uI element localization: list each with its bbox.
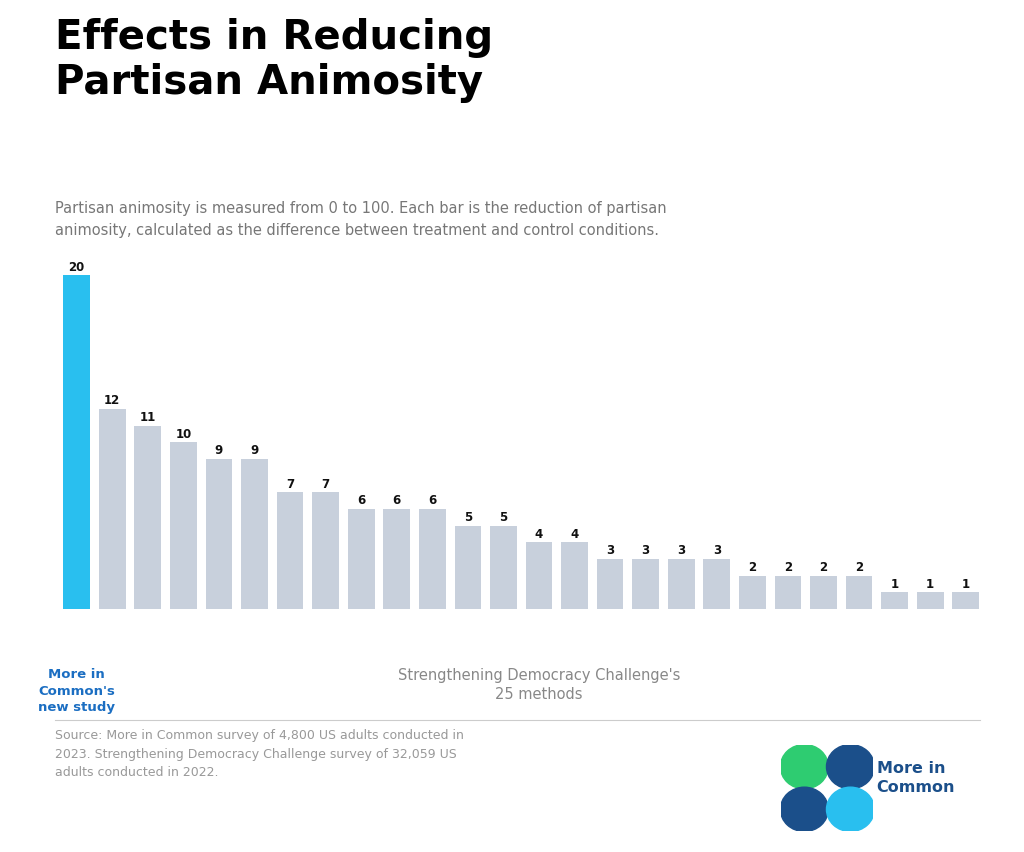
Bar <box>490 526 517 609</box>
Bar <box>703 559 730 609</box>
Text: 5: 5 <box>500 510 508 523</box>
Bar <box>846 576 872 609</box>
Bar <box>63 276 90 609</box>
Text: 2: 2 <box>749 561 757 573</box>
Text: 2: 2 <box>855 561 863 573</box>
Bar <box>276 492 303 609</box>
Text: Partisan animosity is measured from 0 to 100. Each bar is the reduction of parti: Partisan animosity is measured from 0 to… <box>55 201 667 238</box>
Bar <box>810 576 837 609</box>
Bar <box>597 559 624 609</box>
Bar <box>206 459 232 609</box>
Text: 10: 10 <box>175 427 191 440</box>
Text: 9: 9 <box>250 444 259 457</box>
Bar <box>383 509 410 609</box>
Bar <box>241 459 268 609</box>
Text: 3: 3 <box>642 544 650 556</box>
Text: 2: 2 <box>784 561 792 573</box>
Text: Effects in Reducing: Effects in Reducing <box>55 18 494 58</box>
Circle shape <box>780 745 828 789</box>
Bar <box>774 576 802 609</box>
Text: 5: 5 <box>464 510 472 523</box>
Bar <box>739 576 766 609</box>
Bar <box>952 592 979 609</box>
Bar <box>561 543 588 609</box>
Bar <box>455 526 481 609</box>
Text: 3: 3 <box>677 544 685 556</box>
Bar <box>348 509 375 609</box>
Text: 7: 7 <box>286 477 294 490</box>
Text: 1: 1 <box>926 577 934 590</box>
Text: 11: 11 <box>139 411 156 423</box>
Text: 12: 12 <box>104 394 121 407</box>
Bar <box>633 559 659 609</box>
Text: More in
Common's
new study: More in Common's new study <box>38 667 115 713</box>
Text: Source: More in Common survey of 4,800 US adults conducted in
2023. Strengthenin: Source: More in Common survey of 4,800 U… <box>55 728 464 779</box>
Text: 3: 3 <box>606 544 614 556</box>
Bar <box>916 592 943 609</box>
Bar <box>882 592 908 609</box>
Circle shape <box>826 745 874 789</box>
Bar <box>99 409 126 609</box>
Text: Strengthening Democracy Challenge's
25 methods: Strengthening Democracy Challenge's 25 m… <box>397 667 680 702</box>
Text: 3: 3 <box>713 544 721 556</box>
Circle shape <box>780 787 828 832</box>
Text: 4: 4 <box>535 527 543 540</box>
Text: 4: 4 <box>570 527 579 540</box>
Bar <box>668 559 694 609</box>
Text: 20: 20 <box>69 261 85 273</box>
Text: More in
Common: More in Common <box>877 760 955 794</box>
Text: 2: 2 <box>819 561 827 573</box>
Circle shape <box>826 787 874 832</box>
Text: 6: 6 <box>392 494 400 507</box>
Text: Partisan Animosity: Partisan Animosity <box>55 63 483 103</box>
Text: 1: 1 <box>962 577 970 590</box>
Text: 6: 6 <box>357 494 366 507</box>
Bar <box>419 509 445 609</box>
Bar <box>170 443 197 609</box>
Text: 1: 1 <box>891 577 899 590</box>
Text: 6: 6 <box>428 494 436 507</box>
Text: 9: 9 <box>215 444 223 457</box>
Bar <box>525 543 552 609</box>
Bar <box>312 492 339 609</box>
Text: 7: 7 <box>322 477 330 490</box>
Bar <box>134 426 161 609</box>
